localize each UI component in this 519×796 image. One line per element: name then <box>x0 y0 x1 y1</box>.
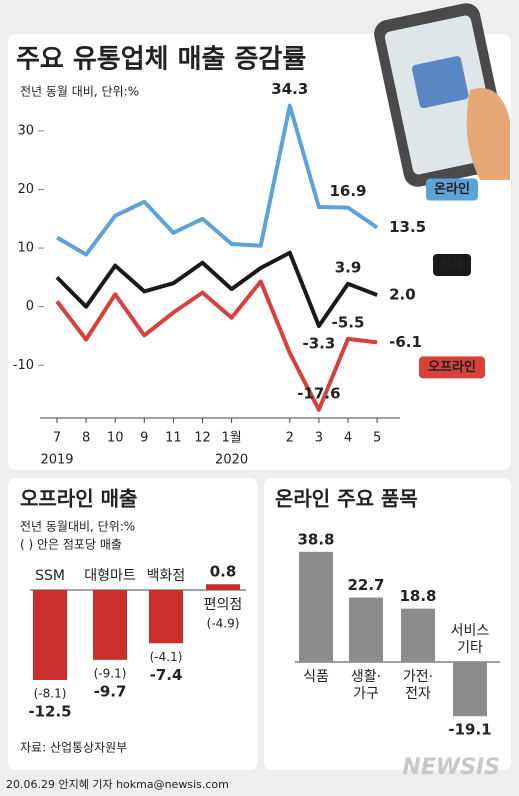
category-label: 서비스 <box>451 623 490 639</box>
phone-illustration <box>374 3 510 187</box>
data-label: -12.5 <box>28 703 71 721</box>
y-tick-label: 30 <box>17 123 34 138</box>
subtitle: ( ) 안은 점포당 매출 <box>20 538 122 552</box>
legend-tag <box>433 253 471 276</box>
line-series <box>55 279 378 412</box>
y-tick-label: 20 <box>17 182 34 197</box>
data-label: 3.9 <box>335 258 362 276</box>
x-tick-label: 3 <box>315 431 323 446</box>
bar <box>206 584 240 590</box>
data-label: 2.0 <box>389 285 416 303</box>
bar <box>33 590 67 680</box>
data-label: -5.5 <box>332 313 365 331</box>
x-tick-label: 7 <box>53 431 61 446</box>
data-label: 38.8 <box>297 530 334 548</box>
source: 자료: 산업통상자원부 <box>20 741 127 755</box>
bar <box>401 608 435 662</box>
category-label: SSM <box>35 568 65 584</box>
bar <box>149 590 183 644</box>
x-tick-label: 8 <box>82 431 90 446</box>
logo: NEWSIS <box>402 755 500 780</box>
x-tick-label: 11 <box>165 431 182 446</box>
category-label: 전자 <box>405 686 431 702</box>
year-label: 2020 <box>215 453 248 468</box>
title: 주요 유통업체 매출 증감률 <box>16 45 306 75</box>
line-series <box>55 103 379 257</box>
bar <box>349 597 383 662</box>
x-tick-label: 2 <box>286 431 294 446</box>
chart-title: 온라인 주요 품목 <box>275 487 418 511</box>
category-label: 가전· <box>403 669 433 685</box>
store-label: (-8.1) <box>34 687 67 701</box>
category-label: 편의점 <box>204 597 243 613</box>
store-label: (-9.1) <box>94 666 127 680</box>
data-label: 0.8 <box>210 563 237 581</box>
category-label: 기타 <box>457 640 483 656</box>
bar <box>453 662 487 717</box>
data-label: -17.6 <box>297 384 340 402</box>
bar <box>299 551 333 662</box>
x-tick-label: 9 <box>140 431 148 446</box>
category-label: 가구 <box>353 686 379 702</box>
x-tick-label: 5 <box>373 431 381 446</box>
data-label: 18.8 <box>399 587 436 605</box>
category-label: 백화점 <box>147 568 186 584</box>
x-tick-label: 4 <box>344 431 352 446</box>
legend-label: 오프라인 <box>428 359 476 375</box>
left-panel <box>8 478 258 770</box>
legend-tag <box>426 178 478 201</box>
data-label: -9.7 <box>94 682 127 700</box>
x-tick-label: 12 <box>194 431 211 446</box>
year-label: 2019 <box>40 453 73 468</box>
legend-label: 전체 <box>440 256 464 272</box>
y-tick-label: 0 <box>26 299 34 314</box>
data-label: -6.1 <box>389 333 422 351</box>
data-label: -19.1 <box>448 721 491 739</box>
legend-label: 온라인 <box>434 181 470 197</box>
right-panel <box>264 478 511 770</box>
category-label: 대형마트 <box>84 568 136 584</box>
category-label: 식품 <box>303 669 329 685</box>
bar <box>93 590 127 660</box>
data-label: 22.7 <box>347 576 384 594</box>
data-label: -7.4 <box>150 666 183 684</box>
chart-title: 오프라인 매출 <box>20 487 137 511</box>
top-panel <box>8 34 511 470</box>
credit: 20.06.29 안지혜 기자 hokma@newsis.com <box>6 778 229 791</box>
data-label: 34.3 <box>271 80 308 98</box>
subtitle: 전년 동월대비, 단위:% <box>20 520 135 534</box>
y-tick-label: 10 <box>17 241 34 256</box>
x-tick-label: 1월 <box>221 431 241 446</box>
data-label: 16.9 <box>329 182 366 200</box>
data-label: -3.3 <box>302 335 335 353</box>
x-tick-label: 10 <box>107 431 124 446</box>
subtitle: 전년 동월 대비, 단위:% <box>20 85 139 99</box>
category-label: 생활· <box>351 669 381 685</box>
store-label: (-4.1) <box>150 650 183 664</box>
store-label: (-4.9) <box>207 617 240 631</box>
data-label: 13.5 <box>389 218 426 236</box>
legend-tag <box>419 356 485 379</box>
y-tick-label: -10 <box>13 358 34 373</box>
line-series <box>55 250 378 329</box>
